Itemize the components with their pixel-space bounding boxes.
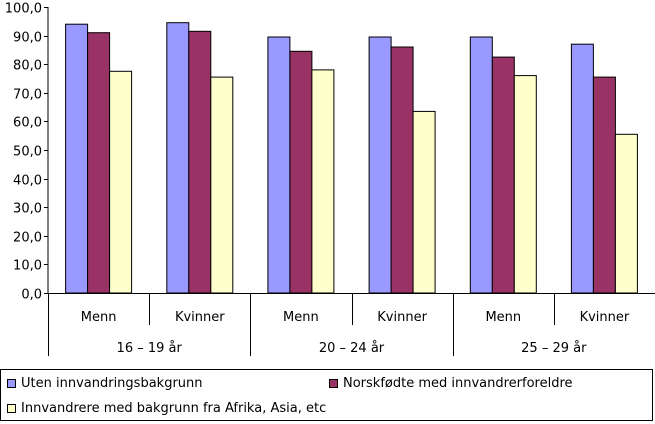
x-tick-label: Menn xyxy=(283,310,319,325)
legend-swatch-series-2 xyxy=(329,379,338,388)
x-tick-label: Menn xyxy=(485,310,521,325)
y-tick-label: 90,0 xyxy=(13,31,42,46)
bar-series-3 xyxy=(412,110,436,294)
y-tick-label: 0,0 xyxy=(21,288,42,303)
y-tick-label: 100,0 xyxy=(5,2,42,17)
legend-item-series-3: Innvandrere med bakgrunn fra Afrika, Asi… xyxy=(7,401,326,416)
y-tick-label: 80,0 xyxy=(13,59,42,74)
y-tick-label: 70,0 xyxy=(13,88,42,103)
bar-series-3 xyxy=(109,70,133,294)
bar-series-2 xyxy=(188,30,212,294)
legend-label-series-3: Innvandrere med bakgrunn fra Afrika, Asi… xyxy=(21,401,327,416)
bar-series-2 xyxy=(289,50,313,294)
bars xyxy=(65,22,638,294)
bar-series-3 xyxy=(614,133,638,294)
y-tick-label: 40,0 xyxy=(13,174,42,189)
bar-series-1 xyxy=(267,36,291,294)
x-tick-label: Kvinner xyxy=(175,310,225,325)
x-group-label: 20 – 24 år xyxy=(319,341,385,356)
legend-swatch-series-3 xyxy=(7,404,16,413)
bar-series-2 xyxy=(491,56,515,294)
x-group-label: 25 – 29 år xyxy=(521,341,587,356)
bar-series-2 xyxy=(87,32,111,294)
y-tick-label: 20,0 xyxy=(13,231,42,246)
legend-label-series-1: Uten innvandringsbakgrunn xyxy=(21,376,203,391)
bar-series-1 xyxy=(469,36,493,294)
bar-series-3 xyxy=(513,75,537,294)
legend-item-series-2: Norskfødte med innvandrerforeldre xyxy=(329,376,573,391)
legend-swatch-series-1 xyxy=(7,379,16,388)
x-axis: Menn Kvinner Menn Kvinner Menn Kvinner 16 – 19… xyxy=(48,293,655,356)
bar-series-1 xyxy=(368,36,392,294)
bar-series-1 xyxy=(65,23,89,294)
y-tick-label: 10,0 xyxy=(13,259,42,274)
x-tick-label: Menn xyxy=(81,310,117,325)
bar-series-1 xyxy=(166,22,190,294)
legend-label-series-2: Norskfødte med innvandrerforeldre xyxy=(343,376,573,391)
y-tick-label: 60,0 xyxy=(13,116,42,131)
y-tick-label: 30,0 xyxy=(13,202,42,217)
x-group-label: 16 – 19 år xyxy=(117,341,183,356)
bar-series-1 xyxy=(570,43,594,294)
y-tick-label: 50,0 xyxy=(13,145,42,160)
x-tick-label: Kvinner xyxy=(580,310,630,325)
bar-series-3 xyxy=(210,76,234,294)
legend-item-series-1: Uten innvandringsbakgrunn xyxy=(7,376,203,391)
bar-series-3 xyxy=(311,69,335,294)
y-axis: 0,0 10,0 20,0 30,0 40,0 50,0 60,0 70,0 80,0 90,0 1… xyxy=(5,2,49,303)
legend: Uten innvandringsbakgrunn Norskfødte med… xyxy=(0,369,653,421)
bar-series-2 xyxy=(390,46,414,294)
bar-series-2 xyxy=(592,76,616,294)
x-tick-label: Kvinner xyxy=(377,310,427,325)
